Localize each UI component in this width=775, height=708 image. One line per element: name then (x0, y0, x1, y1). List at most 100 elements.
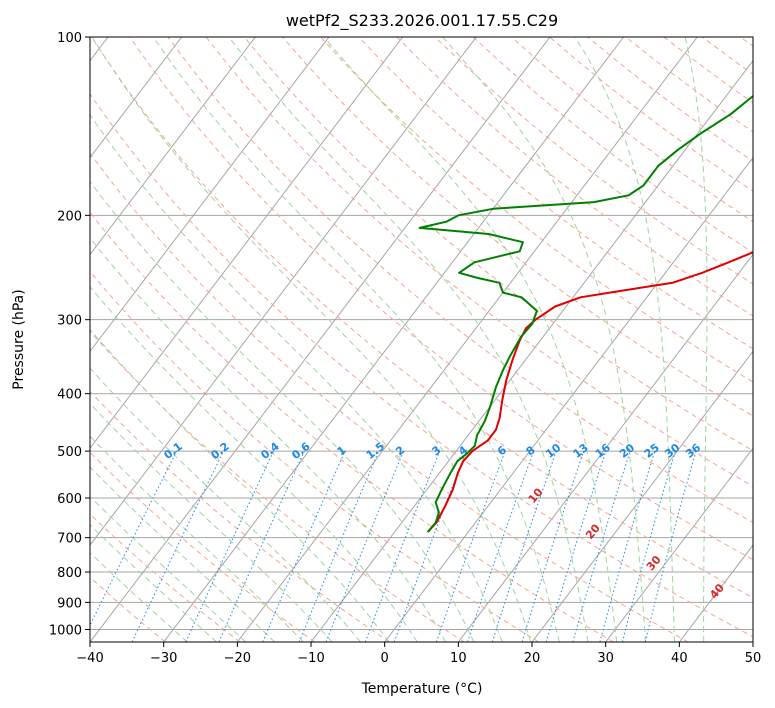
dry-adiabat (167, 37, 753, 524)
y-tick-label: 200 (57, 209, 82, 224)
moist-adiabat (90, 495, 247, 642)
dry-adiabat (740, 37, 753, 47)
isotherm-line (90, 37, 256, 256)
dry-adiabat (282, 37, 753, 417)
mixing-ratio-label: 30 (662, 441, 682, 461)
x-tick-label: 30 (597, 651, 614, 666)
y-tick-label: 300 (57, 314, 82, 329)
moist-adiabat (684, 37, 708, 642)
y-tick-label: 700 (57, 532, 82, 547)
mixing-ratio-line (644, 450, 697, 642)
moist-adiabat (90, 466, 276, 642)
moist-adiabat-label: 20 (583, 521, 603, 541)
mixing-ratio-line (467, 450, 535, 642)
moist-adiabat (90, 435, 304, 642)
mixing-ratio-label: 20 (617, 441, 637, 461)
mixing-ratio-line (491, 450, 557, 642)
moist-adiabat-label: 40 (707, 581, 727, 601)
mixing-ratio-line (325, 450, 404, 642)
dry-adiabat (243, 37, 753, 452)
mixing-ratio-line (218, 450, 305, 642)
dry-adiabat (90, 451, 315, 642)
profile-series (418, 94, 753, 533)
moist-adiabat (442, 37, 647, 642)
mixing-ratio-label: 1.5 (364, 440, 387, 462)
x-tick-label: 10 (450, 651, 467, 666)
moist-adiabat (91, 37, 532, 642)
isotherm-line (752, 641, 753, 642)
x-tick-label: −20 (224, 651, 251, 666)
x-tick-label: 40 (671, 651, 688, 666)
moist-adiabat-label: 10 (526, 485, 546, 505)
mixing-ratio-label: 36 (683, 441, 703, 461)
mixing-ratio-line (393, 450, 467, 642)
y-tick-label: 800 (57, 566, 82, 581)
y-tick-label: 1000 (49, 623, 82, 638)
mixing-ratio-line (364, 450, 441, 642)
isotherm-line (90, 37, 477, 546)
isotherm-line (384, 156, 753, 642)
x-tick-label: −10 (297, 651, 324, 666)
mixing-ratio-label: 0.1 (162, 440, 185, 462)
y-tick-label: 600 (57, 492, 82, 507)
dry-adiabat (701, 37, 753, 75)
dry-adiabat (663, 37, 753, 104)
dry-adiabat (396, 37, 753, 317)
mixing-ratio-label: 0.6 (289, 440, 313, 462)
y-tick-label: 400 (57, 388, 82, 403)
moist-adiabat (90, 237, 447, 642)
dry-adiabat (90, 152, 689, 642)
dry-adiabats (90, 37, 753, 642)
mixing-ratio-line (435, 450, 506, 642)
moist-adiabat (90, 285, 418, 642)
dry-adiabat (205, 37, 753, 487)
isotherm-line (531, 350, 753, 642)
dry-adiabat (90, 513, 241, 642)
isotherm-line (90, 37, 551, 642)
dry-adiabat (91, 37, 753, 599)
dry-adiabat (90, 270, 540, 642)
mixing-ratio-line (572, 450, 631, 642)
moist-adiabat (90, 180, 475, 642)
dry-adiabat-label: 0 (32, 309, 47, 323)
moist-adiabats (90, 37, 708, 642)
isotherm-line (236, 37, 698, 642)
isotherm-line (90, 37, 330, 353)
dry-adiabat (90, 93, 753, 638)
isotherm-line (163, 37, 625, 642)
y-axis-title: Pressure (hPa) (11, 289, 27, 389)
grid (90, 37, 753, 642)
isotherm-line (90, 37, 404, 450)
moist-adiabat (574, 37, 676, 642)
mixing-ratio-label: 13 (571, 441, 591, 461)
dry-adiabat (129, 37, 753, 561)
moist-adiabat (152, 37, 560, 642)
mixing-ratio-line (521, 450, 585, 642)
mixing-ratio-line (621, 450, 676, 642)
plot-frame (89, 36, 754, 643)
y-tick-label: 900 (57, 596, 82, 611)
mixing-ratio-line (545, 450, 607, 642)
mixing-ratio-line (131, 450, 224, 642)
moist-adiabat (90, 402, 333, 642)
moist-adiabat (90, 552, 188, 642)
dry-adiabat (90, 576, 166, 642)
mixing-ratio-label: 10 (543, 441, 563, 461)
mixing-ratio-line (262, 450, 346, 642)
mixing-ratio-label: 25 (642, 441, 662, 461)
isotherm-line (605, 447, 753, 642)
chart-title: wetPf2_S233.2026.001.17.55.C29 (286, 11, 558, 31)
y-axis: 100 200 300 400 500 600 700 800 900 1000 (49, 31, 90, 638)
moist-adiabat-label: 30 (644, 553, 664, 573)
mixing-ratio-lines (90, 450, 697, 642)
x-tick-label: −40 (76, 651, 103, 666)
moist-adiabat (90, 113, 503, 642)
x-tick-label: −30 (150, 651, 177, 666)
dry-adiabat (90, 390, 390, 642)
dewpoint-profile-line (418, 94, 753, 533)
mixing-ratio-line (298, 450, 380, 642)
mixing-ratio-label: 16 (593, 441, 613, 461)
dry-adiabat (358, 37, 753, 350)
mixing-ratio-line (599, 450, 656, 642)
